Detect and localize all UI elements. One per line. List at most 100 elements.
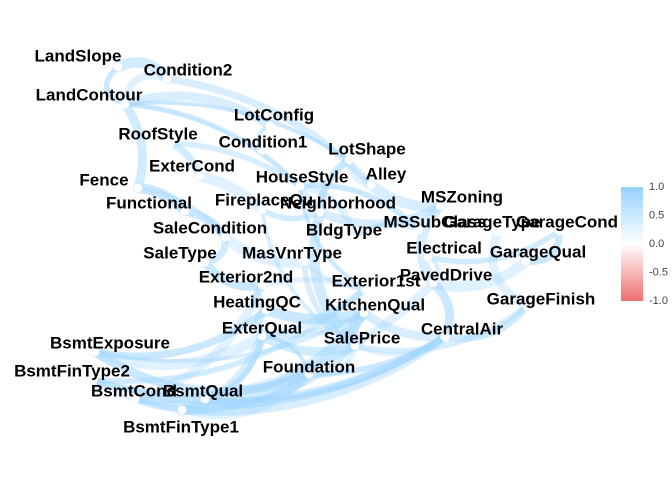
node-point-Functional [180,206,190,216]
edge-MSSubClass-HouseStyle [297,182,421,233]
node-point-GarageFinish [522,301,532,311]
node-point-LotShape [344,155,354,165]
node-label-BsmtExposure: BsmtExposure [50,333,170,352]
legend-tick-label: -0.5 [649,266,668,278]
node-label-BsmtFinType2: BsmtFinType2 [14,361,130,380]
edge-CentralAir-GarageFinish [441,302,531,342]
edge-BsmtQual-ExterQual [202,333,265,402]
edge-KitchenQual-CentralAir [359,308,450,342]
node-label-GarageFinish: GarageFinish [487,289,596,308]
edge-BsmtFinType1-Foundation [178,370,313,419]
node-point-BsmtFinType2 [88,375,98,385]
edge-SaleCondition-MasVnrType [219,231,310,268]
edge-Alley-MSZoning [365,179,446,212]
node-label-BsmtCond: BsmtCond [91,381,177,400]
edge-SaleType-Exterior2nd [200,257,267,291]
node-point-FireplaceQu [257,205,267,215]
node-label-GarageCond: GarageCond [516,212,618,231]
node-label-BsmtFinType1: BsmtFinType1 [123,417,239,436]
node-point-ExterQual [257,331,267,341]
node-point-Alley [366,180,376,190]
edge-ExterCond-FireplaceQu [193,170,268,216]
edge-Electrical-GarageCond [425,228,562,265]
node-label-ExterCond: ExterCond [149,156,235,175]
legend-tick-label: 0.5 [649,209,664,221]
node-point-BsmtQual [200,394,210,404]
node-point-HeatingQC [261,305,271,315]
node-label-BldgType: BldgType [306,220,382,239]
node-point-BsmtExposure [90,347,100,357]
edge-Exterior1st-Exterior2nd [259,276,368,292]
edge-BldgType-HouseStyle [296,182,358,242]
node-point-RoofStyle [165,138,175,148]
legend-tick-label: 0.0 [649,238,664,250]
node-label-SaleType: SaleType [143,243,216,262]
edge-ExterQual-SalePrice [257,331,360,356]
node-label-KitchenQual: KitchenQual [325,295,425,314]
color-legend: 1.0 0.5 0.0 -0.5 -1.0 [621,181,668,307]
edge-BsmtExposure-HeatingQC [91,306,270,360]
node-label-MasVnrType: MasVnrType [242,243,342,262]
node-label-PavedDrive: PavedDrive [400,265,493,284]
edge-MasVnrType-Exterior1st [302,260,367,291]
node-label-Electrical: Electrical [406,238,482,257]
node-point-MSSubClass [413,225,423,235]
legend-colorbar [621,187,643,301]
node-point-BldgType [349,233,359,243]
edge-CentralAir-PavedDrive [428,278,455,342]
edge-RoofStyle-HouseStyle [167,140,303,189]
node-label-Foundation: Foundation [263,357,356,376]
node-point-Condition2 [162,74,172,84]
node-point-Foundation [304,369,314,379]
edge-Fence-Functional [132,182,191,217]
node-point-LandContour [120,99,130,109]
node-label-GarageType: GarageType [443,212,540,231]
edge-BsmtFinType1-ExterQual [176,330,268,416]
node-point-Exterior2nd [257,280,267,290]
edge-LandContour-HouseStyle [123,102,302,188]
node-point-BsmtFinType1 [177,405,187,415]
edge-Foundation-CentralAir [306,334,448,377]
edge-GarageQual-GarageCond [522,227,563,265]
node-label-LotShape: LotShape [328,139,405,158]
edge-GarageType-GarageFinish [488,227,532,311]
node-point-MSZoning [435,201,445,211]
node-label-Exterior1st: Exterior1st [332,271,421,290]
node-point-SaleCondition [220,232,230,242]
node-label-MSSubClass: MSSubClass [384,212,487,231]
edge-BsmtCond-Exterior2nd [130,280,267,404]
node-label-FireplaceQu: FireplaceQu [215,190,313,209]
node-label-LotConfig: LotConfig [234,105,314,124]
node-point-Condition1 [257,145,267,155]
node-point-BsmtCond [130,394,140,404]
edge-ExterQual-Exterior1st [258,285,369,340]
node-label-Neighborhood: Neighborhood [280,193,396,212]
node-label-Condition2: Condition2 [144,60,233,79]
node-layer [88,62,564,415]
node-point-LandSlope [113,62,123,72]
node-label-Exterior2nd: Exterior2nd [199,267,293,286]
node-label-RoofStyle: RoofStyle [118,124,197,143]
legend-ticks: 1.0 0.5 0.0 -0.5 -1.0 [649,181,668,307]
node-point-SaleType [200,257,210,267]
node-label-Alley: Alley [366,164,407,183]
edge-LandSlope-Condition2 [112,57,173,85]
edge-LotShape-Neighborhood [316,156,353,216]
node-label-LandContour: LandContour [36,85,143,104]
node-label-Fence: Fence [79,170,128,189]
node-point-MasVnrType [299,257,309,267]
node-label-SalePrice: SalePrice [324,328,401,347]
edge-SalePrice-GarageFinish [352,303,530,354]
edge-FireplaceQu-SalePrice [260,208,357,348]
edge-MSZoning-PavedDrive [416,200,446,289]
node-label-CentralAir: CentralAir [421,319,504,338]
node-label-HeatingQC: HeatingQC [213,292,301,311]
node-point-Exterior1st [360,284,370,294]
node-point-GarageQual [521,256,531,266]
node-point-Neighborhood [315,207,325,217]
node-point-GarageCond [554,226,564,236]
edge-Neighborhood-SalePrice [309,206,361,352]
node-label-Functional: Functional [106,193,192,212]
edge-PavedDrive-GarageQual [427,255,532,292]
